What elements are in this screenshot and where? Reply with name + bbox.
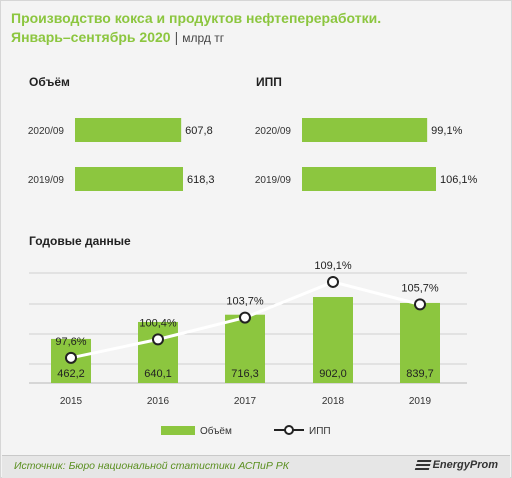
footer: Источник: Бюро национальной статистики А… [2,455,510,478]
ipp-point [152,333,164,346]
ipp-bar [302,167,436,191]
volume-bar [75,118,182,142]
ipp-point [414,298,426,311]
source-note: Источник: Бюро национальной статистики А… [14,460,289,472]
annual-panel-title: Годовые данные [29,234,131,248]
ipp-panel-title: ИПП [256,75,282,89]
volume-bar [75,167,183,191]
annual-bar [313,297,353,383]
annual-bar-value-label: 839,7 [406,368,434,380]
ipp-value-label: 103,7% [226,296,264,308]
legend-ipp-marker [284,425,294,435]
volume-category-label: 2019/09 [28,175,65,186]
logo-text: EnergyProm [432,459,498,471]
volume-panel-title: Объём [29,75,70,89]
ipp-category-label: 2020/09 [255,126,292,137]
volume-category-label: 2020/09 [28,126,65,137]
unit-label: млрд тг [182,31,225,45]
chart-canvas: Объём 2020/09 607,8 2019/09 618,3 ИПП 2020/09 9… [28,75,478,437]
annual-bar [225,314,265,383]
chart-subtitle: Январь–сентябрь 2020 | млрд тг [11,28,224,48]
year-tick-label: 2017 [234,396,257,407]
annual-bar-value-label: 716,3 [231,368,259,380]
annual-bar [400,302,440,383]
annual-bar-value-label: 462,2 [57,368,85,380]
annual-bar [138,321,178,383]
ipp-point [239,311,251,324]
chart-title: Производство кокса и продуктов нефтепере… [11,10,382,26]
legend-volume-label: Объём [200,425,232,437]
ipp-point [327,275,339,288]
ipp-value-label: 99,1% [431,125,462,137]
volume-value-label: 607,8 [185,125,213,137]
ipp-category-label: 2019/09 [255,175,292,186]
brand-logo: EnergyProm [414,459,498,471]
annual-bar-value-label: 902,0 [319,368,347,380]
year-tick-label: 2018 [322,396,345,407]
year-tick-label: 2016 [147,396,170,407]
period-label: Январь–сентябрь 2020 [11,29,171,45]
ipp-value-label: 97,6% [55,336,86,348]
subtitle-separator: | [174,29,179,45]
ipp-value-label: 106,1% [440,174,478,186]
volume-value-label: 618,3 [187,174,215,186]
ipp-value-label: 109,1% [314,260,352,272]
ipp-bar [302,118,428,142]
ipp-value-label: 100,4% [139,317,177,329]
legend-ipp-label: ИПП [309,426,331,437]
annual-bar-value-label: 640,1 [144,368,172,380]
year-tick-label: 2015 [60,396,83,407]
logo-icon [414,459,432,471]
year-tick-label: 2019 [409,396,432,407]
ipp-point [65,351,77,364]
ipp-value-label: 105,7% [401,282,439,294]
legend-volume-swatch [161,426,195,435]
